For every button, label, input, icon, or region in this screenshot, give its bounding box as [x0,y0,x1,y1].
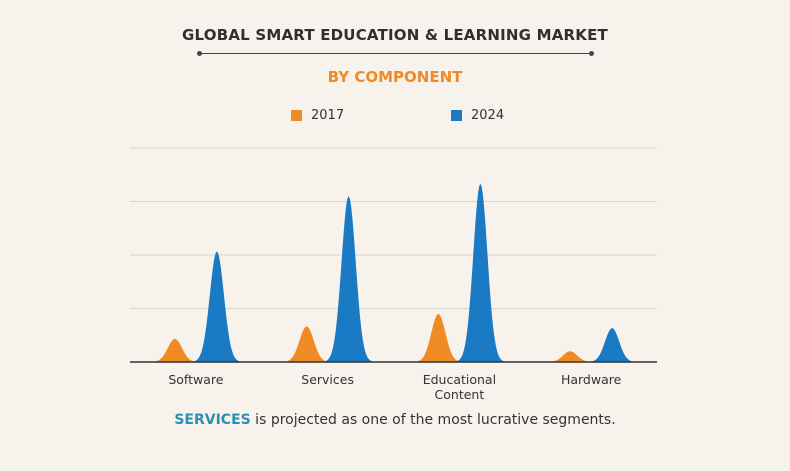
x-tick-label: Software [168,372,223,387]
peak-2017-0 [148,338,201,362]
caption-highlight: SERVICES [174,412,251,428]
peak-2017-1 [280,326,333,362]
caption-text: is projected as one of the most lucrativ… [250,412,616,428]
chart-subtitle: BY COMPONENT [327,68,463,86]
legend-swatch-2017 [291,109,302,121]
legend-swatch-2024 [451,109,462,121]
title-underline [197,51,594,56]
peak-2024-3 [586,328,639,362]
chart-caption: SERVICES is projected as one of the most… [0,412,790,428]
chart-title: GLOBAL SMART EDUCATION & LEARNING MARKET [182,26,608,44]
x-tick-label: Educational Content [423,372,496,402]
legend-item-2017: 2017 [291,107,344,123]
peak-2017-2 [412,313,465,362]
legend-item-2024: 2024 [451,107,504,123]
peak-2024-1 [322,196,375,362]
peak-2024-2 [454,183,507,362]
legend-label-2024: 2024 [471,107,505,123]
peak-2024-0 [190,251,243,362]
peak-2017-3 [544,351,597,362]
x-tick-label: Services [301,372,354,387]
legend-label-2017: 2017 [311,107,345,123]
x-tick-label: Hardware [561,372,622,387]
